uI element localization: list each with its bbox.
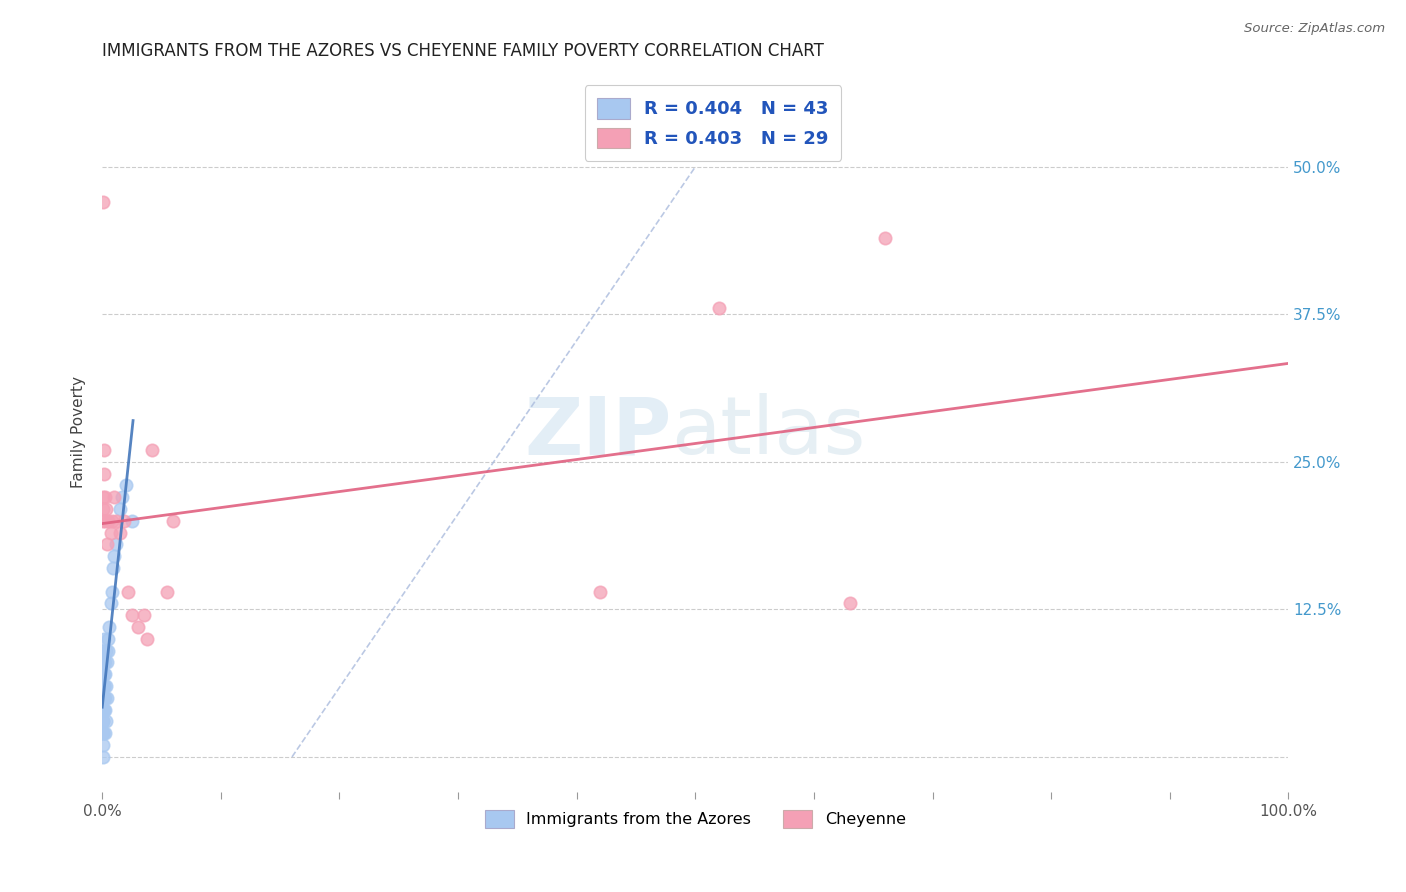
Point [103, 549, 125, 564]
Point [589, 584, 612, 599]
Point [108, 525, 131, 540]
Text: atlas: atlas [672, 393, 866, 471]
Point [96, 656, 118, 670]
Point [91, 690, 114, 705]
Point [96, 643, 118, 657]
Point [93, 656, 115, 670]
Point [91, 643, 114, 657]
Point [94, 679, 117, 693]
Point [93, 750, 115, 764]
Point [100, 514, 122, 528]
Text: Source: ZipAtlas.com: Source: ZipAtlas.com [1244, 22, 1385, 36]
Point [96, 690, 118, 705]
Point [707, 301, 730, 316]
Point [875, 230, 897, 244]
Point [100, 597, 122, 611]
Point [93, 502, 115, 516]
Point [94, 502, 117, 516]
Point [141, 443, 163, 458]
Point [136, 632, 159, 646]
Y-axis label: Family Poverty: Family Poverty [72, 376, 86, 488]
Point [838, 597, 860, 611]
Text: IMMIGRANTS FROM THE AZORES VS CHEYENNE FAMILY POVERTY CORRELATION CHART: IMMIGRANTS FROM THE AZORES VS CHEYENNE F… [103, 42, 824, 60]
Point [93, 667, 115, 681]
Point [93, 443, 115, 458]
Point [108, 502, 131, 516]
Point [93, 679, 115, 693]
Point [100, 584, 122, 599]
Point [97, 514, 120, 528]
Point [127, 620, 149, 634]
Point [93, 738, 115, 752]
Point [156, 584, 179, 599]
Point [121, 608, 143, 623]
Point [93, 690, 115, 705]
Point [103, 490, 125, 504]
Point [132, 608, 155, 623]
Point [101, 561, 124, 575]
Point [100, 525, 122, 540]
Point [96, 537, 118, 551]
Point [91, 703, 114, 717]
Point [91, 714, 114, 729]
Point [97, 643, 120, 657]
Point [93, 726, 115, 740]
Point [93, 726, 115, 740]
Point [91, 514, 114, 528]
Point [91, 656, 114, 670]
Point [93, 514, 115, 528]
Point [93, 632, 115, 646]
Point [91, 679, 114, 693]
Point [91, 690, 114, 705]
Point [93, 703, 115, 717]
Point [94, 656, 117, 670]
Point [105, 514, 128, 528]
Point [93, 679, 115, 693]
Text: ZIP: ZIP [524, 393, 672, 471]
Point [93, 714, 115, 729]
Point [93, 690, 115, 705]
Point [115, 478, 138, 492]
Point [96, 632, 118, 646]
Point [105, 537, 128, 551]
Point [117, 584, 139, 599]
Legend: Immigrants from the Azores, Cheyenne: Immigrants from the Azores, Cheyenne [478, 804, 912, 835]
Point [91, 726, 114, 740]
Point [94, 714, 117, 729]
Point [98, 620, 121, 634]
Point [112, 514, 135, 528]
Point [91, 195, 114, 210]
Point [94, 490, 117, 504]
Point [91, 703, 114, 717]
Point [93, 703, 115, 717]
Point [121, 514, 143, 528]
Point [91, 490, 114, 504]
Point [93, 467, 115, 481]
Point [94, 667, 117, 681]
Point [111, 490, 134, 504]
Point [162, 514, 184, 528]
Point [91, 667, 114, 681]
